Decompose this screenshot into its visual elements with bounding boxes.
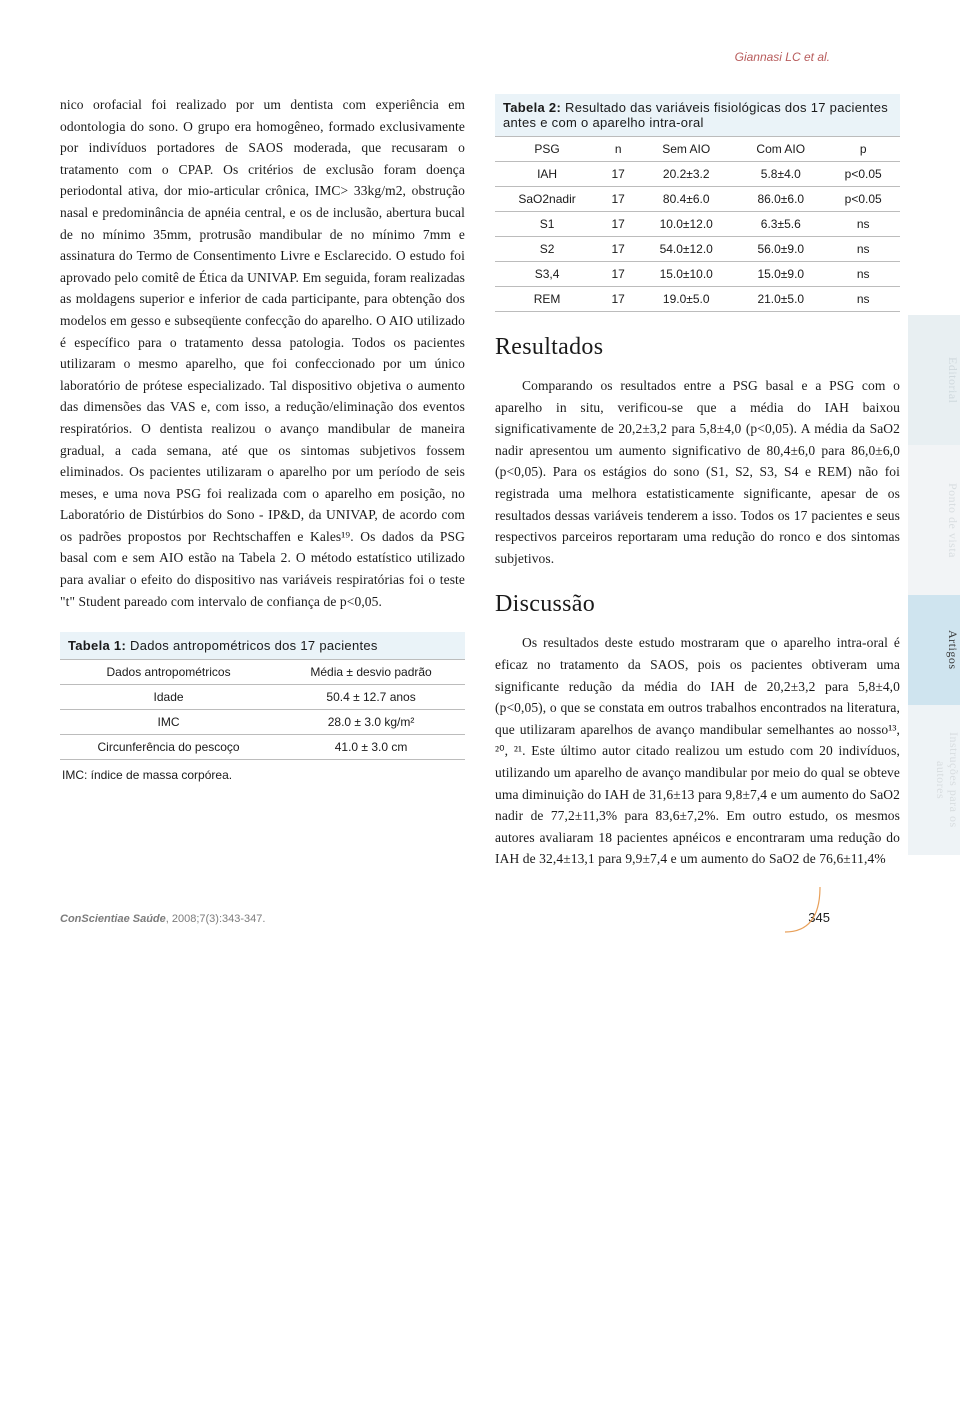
table-row: PSG n Sem AIO Com AIO p xyxy=(495,137,900,162)
table2-title-rest: Resultado das variáveis fisiológicas dos… xyxy=(503,100,888,130)
table-cell: 17 xyxy=(599,162,637,187)
table-cell: 15.0±10.0 xyxy=(637,262,735,287)
table-cell: S3,4 xyxy=(495,262,599,287)
table-cell: p<0.05 xyxy=(826,187,900,212)
table-row: IAH 17 20.2±3.2 5.8±4.0 p<0.05 xyxy=(495,162,900,187)
table1-title: Tabela 1: Dados antropométricos dos 17 p… xyxy=(60,632,465,659)
table-cell: ns xyxy=(826,262,900,287)
table-row: S3,4 17 15.0±10.0 15.0±9.0 ns xyxy=(495,262,900,287)
table1-title-bold: Tabela 1: xyxy=(68,638,126,653)
side-tabs: Editorial Ponto de vista Artigos Instruç… xyxy=(908,315,960,855)
table2-wrap: Tabela 2: Resultado das variáveis fisiol… xyxy=(495,94,900,312)
table-cell: 19.0±5.0 xyxy=(637,287,735,312)
table-cell: ns xyxy=(826,237,900,262)
table-cell: 5.8±4.0 xyxy=(735,162,826,187)
table2-title: Tabela 2: Resultado das variáveis fisiol… xyxy=(495,94,900,136)
table-cell: p<0.05 xyxy=(826,162,900,187)
table2-title-bold: Tabela 2: xyxy=(503,100,561,115)
table-cell: 54.0±12.0 xyxy=(637,237,735,262)
table-cell: SaO2nadir xyxy=(495,187,599,212)
right-column: Tabela 2: Resultado das variáveis fisiol… xyxy=(495,94,900,870)
footer-curve-icon xyxy=(780,877,840,937)
t2h0: PSG xyxy=(495,137,599,162)
table-cell: 6.3±5.6 xyxy=(735,212,826,237)
table1-h0: Dados antropométricos xyxy=(60,660,277,685)
table-cell: REM xyxy=(495,287,599,312)
table-cell: S2 xyxy=(495,237,599,262)
table-cell: ns xyxy=(826,287,900,312)
discussao-text: Os resultados deste estudo mostraram que… xyxy=(495,632,900,870)
table-cell: 80.4±6.0 xyxy=(637,187,735,212)
left-column: nico orofacial foi realizado por um dent… xyxy=(60,94,465,870)
footer-page-number: 345 xyxy=(808,910,830,925)
table1-title-rest: Dados antropométricos dos 17 pacientes xyxy=(126,638,378,653)
table1-note: IMC: índice de massa corpórea. xyxy=(60,760,465,782)
table-cell: 17 xyxy=(599,212,637,237)
table-cell: 21.0±5.0 xyxy=(735,287,826,312)
t2h4: p xyxy=(826,137,900,162)
table-cell: 15.0±9.0 xyxy=(735,262,826,287)
table-row: Idade 50.4 ± 12.7 anos xyxy=(60,685,465,710)
table-cell: 41.0 ± 3.0 cm xyxy=(277,735,465,760)
footer-journal-rest: , 2008;7(3):343-347. xyxy=(166,913,266,925)
table-row: S1 17 10.0±12.0 6.3±5.6 ns xyxy=(495,212,900,237)
running-head: Giannasi LC et al. xyxy=(60,50,900,64)
table-cell: 10.0±12.0 xyxy=(637,212,735,237)
t2h2: Sem AIO xyxy=(637,137,735,162)
table-cell: Circunferência do pescoço xyxy=(60,735,277,760)
table-cell: IMC xyxy=(60,710,277,735)
footer-journal-bold: ConScientiae Saúde xyxy=(60,913,166,925)
table-cell: ns xyxy=(826,212,900,237)
table-row: Dados antropométricos Média ± desvio pad… xyxy=(60,660,465,685)
resultados-text: Comparando os resultados entre a PSG bas… xyxy=(495,375,900,569)
tab-artigos[interactable]: Artigos xyxy=(908,595,960,705)
table-cell: 17 xyxy=(599,262,637,287)
table-row: Circunferência do pescoço 41.0 ± 3.0 cm xyxy=(60,735,465,760)
table1-wrap: Tabela 1: Dados antropométricos dos 17 p… xyxy=(60,632,465,782)
table-row: S2 17 54.0±12.0 56.0±9.0 ns xyxy=(495,237,900,262)
table-cell: Idade xyxy=(60,685,277,710)
table-row: IMC 28.0 ± 3.0 kg/m² xyxy=(60,710,465,735)
t2h3: Com AIO xyxy=(735,137,826,162)
left-body-text: nico orofacial foi realizado por um dent… xyxy=(60,94,465,612)
table1: Dados antropométricos Média ± desvio pad… xyxy=(60,659,465,760)
table-cell: 50.4 ± 12.7 anos xyxy=(277,685,465,710)
section-discussao-heading: Discussão xyxy=(495,591,900,618)
table1-h1: Média ± desvio padrão xyxy=(277,660,465,685)
table-cell: 86.0±6.0 xyxy=(735,187,826,212)
table-row: SaO2nadir 17 80.4±6.0 86.0±6.0 p<0.05 xyxy=(495,187,900,212)
table-cell: 28.0 ± 3.0 kg/m² xyxy=(277,710,465,735)
section-resultados-heading: Resultados xyxy=(495,334,900,361)
table-cell: 17 xyxy=(599,237,637,262)
footer: ConScientiae Saúde, 2008;7(3):343-347. 3… xyxy=(60,910,900,925)
discussao-para: Os resultados deste estudo mostraram que… xyxy=(495,632,900,870)
tab-ponto-de-vista[interactable]: Ponto de vista xyxy=(908,445,960,595)
t2h1: n xyxy=(599,137,637,162)
two-column-layout: nico orofacial foi realizado por um dent… xyxy=(60,94,900,870)
table2: PSG n Sem AIO Com AIO p IAH 17 20.2±3.2 … xyxy=(495,136,900,312)
table-row: REM 17 19.0±5.0 21.0±5.0 ns xyxy=(495,287,900,312)
table-cell: S1 xyxy=(495,212,599,237)
tab-editorial[interactable]: Editorial xyxy=(908,315,960,445)
table-cell: 56.0±9.0 xyxy=(735,237,826,262)
footer-journal: ConScientiae Saúde, 2008;7(3):343-347. xyxy=(60,913,265,925)
table-cell: 20.2±3.2 xyxy=(637,162,735,187)
table-cell: 17 xyxy=(599,187,637,212)
table-cell: 17 xyxy=(599,287,637,312)
resultados-para: Comparando os resultados entre a PSG bas… xyxy=(495,375,900,569)
table-cell: IAH xyxy=(495,162,599,187)
tab-instrucoes[interactable]: Instruções para os autores xyxy=(908,705,960,855)
